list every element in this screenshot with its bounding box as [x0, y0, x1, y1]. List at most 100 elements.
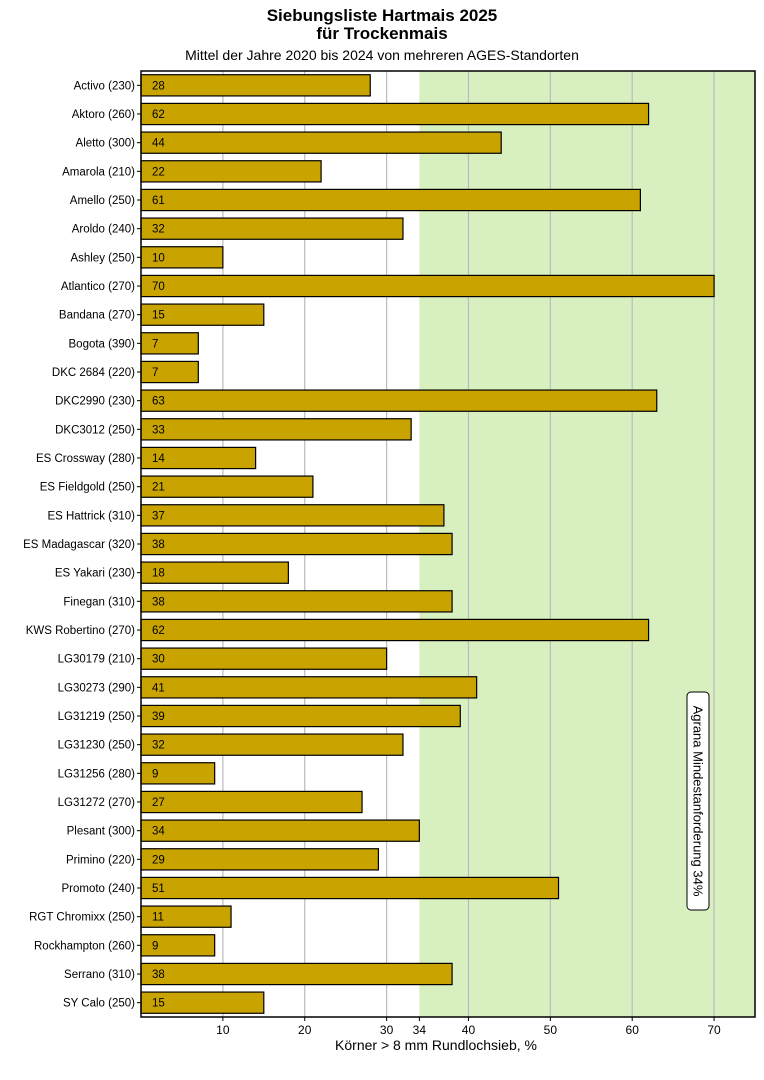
chart-title-line2: für Trockenmais [316, 24, 448, 43]
category-label: Atlantico (270) [61, 281, 135, 293]
bar [140, 475, 314, 498]
plot-frame [140, 70, 756, 1018]
chart-subtitle: Mittel der Jahre 2020 bis 2024 von mehre… [185, 47, 579, 63]
bar [140, 618, 650, 642]
bar-value-label: 21 [152, 482, 165, 494]
category-label: Aktoro (260) [72, 109, 135, 121]
bar [140, 102, 650, 126]
category-label: LG31272 (270) [58, 797, 136, 809]
x-tick-label: 50 [544, 1023, 558, 1037]
category-label: Primino (220) [66, 854, 135, 866]
bar [140, 74, 371, 97]
category-label: Aroldo (240) [72, 224, 135, 236]
x-tick-label: 10 [216, 1023, 230, 1037]
x-tick-label: 30 [380, 1023, 394, 1037]
bar-value-label: 29 [152, 854, 165, 866]
bar-value-label: 63 [152, 396, 165, 408]
category-label: Finegan (310) [63, 596, 135, 608]
bar-value-label: 11 [152, 912, 164, 924]
x-tick-label: 60 [626, 1023, 640, 1037]
chart-title: Siebungsliste Hartmais 2025 [266, 6, 498, 25]
bar [140, 590, 453, 613]
category-label: Bogota (390) [69, 338, 136, 350]
threshold-label: Agrana Mindestanforderung 34% [691, 706, 706, 897]
bar-value-label: 37 [152, 510, 165, 522]
bar [140, 188, 641, 212]
bar-value-label: 9 [152, 940, 158, 952]
category-label: Bandana (270) [59, 310, 135, 322]
category-label: Aletto (300) [76, 138, 136, 150]
bar [140, 876, 560, 900]
bar-value-label: 33 [152, 424, 165, 436]
category-label: LG30179 (210) [58, 654, 136, 666]
bar-value-label: 32 [152, 224, 165, 236]
category-label: LG31256 (280) [58, 768, 136, 780]
category-label: ES Yakari (230) [55, 568, 135, 580]
category-label: ES Fieldgold (250) [40, 482, 135, 494]
bar [140, 704, 461, 728]
bar-value-label: 34 [152, 826, 165, 838]
x-axis-label: Körner > 8 mm Rundlochsieb, % [335, 1037, 537, 1053]
category-label: LG30273 (290) [58, 682, 136, 694]
category-label: KWS Robertino (270) [26, 625, 135, 637]
bar-value-label: 7 [152, 367, 158, 379]
category-label: Ashley (250) [70, 252, 135, 264]
bar-value-label: 38 [152, 969, 165, 981]
bar-value-label: 44 [152, 138, 165, 150]
x-tick-label: 20 [298, 1023, 312, 1037]
bar-value-label: 39 [152, 711, 165, 723]
category-label: ES Madagascar (320) [23, 539, 135, 551]
bar [140, 647, 388, 670]
category-label: LG31219 (250) [58, 711, 136, 723]
category-label: SY Calo (250) [63, 998, 135, 1010]
x-tick-label: 70 [707, 1023, 721, 1037]
category-label: Promoto (240) [61, 883, 135, 895]
bar [140, 332, 199, 355]
bar-value-label: 38 [152, 539, 165, 551]
category-label: RGT Chromixx (250) [29, 912, 135, 924]
bar-value-label: 27 [152, 797, 165, 809]
bar-value-label: 41 [152, 682, 165, 694]
threshold-label-box [686, 691, 710, 911]
category-label: Amarola (210) [62, 166, 135, 178]
bar [140, 532, 453, 556]
category-label: Amello (250) [70, 195, 135, 207]
category-label: DKC2990 (230) [55, 396, 135, 408]
bar [140, 790, 363, 814]
category-label: DKC 2684 (220) [52, 367, 135, 379]
x-tick-label: 34 [413, 1023, 427, 1037]
bar-value-label: 15 [152, 998, 165, 1010]
bar [140, 733, 404, 756]
category-label: ES Hattrick (310) [47, 510, 135, 522]
category-label: Rockhampton (260) [34, 940, 135, 952]
bar [140, 418, 412, 441]
bar [140, 848, 380, 871]
bar-value-label: 30 [152, 654, 165, 666]
bar-value-label: 9 [152, 768, 158, 780]
bar [140, 504, 445, 527]
bar-value-label: 28 [152, 80, 165, 92]
bar [140, 217, 404, 240]
bar [140, 676, 478, 699]
bar-value-label: 10 [152, 252, 165, 264]
category-label: Activo (230) [74, 80, 136, 92]
bar [140, 131, 502, 154]
bar-value-label: 70 [152, 281, 165, 293]
bar-value-label: 62 [152, 625, 165, 637]
bar-value-label: 51 [152, 883, 165, 895]
bar-value-label: 62 [152, 109, 165, 121]
bar [140, 274, 715, 298]
x-tick-label: 40 [462, 1023, 476, 1037]
bar-value-label: 61 [152, 195, 165, 207]
category-label: Plesant (300) [67, 826, 136, 838]
bar [140, 819, 420, 842]
bar-value-label: 15 [152, 310, 165, 322]
bar [140, 160, 322, 183]
bar-value-label: 14 [152, 453, 165, 465]
category-label: ES Crossway (280) [36, 453, 135, 465]
bar-value-label: 32 [152, 740, 165, 752]
bar [140, 389, 658, 412]
category-label: DKC3012 (250) [55, 424, 135, 436]
category-label: LG31230 (250) [58, 740, 136, 752]
